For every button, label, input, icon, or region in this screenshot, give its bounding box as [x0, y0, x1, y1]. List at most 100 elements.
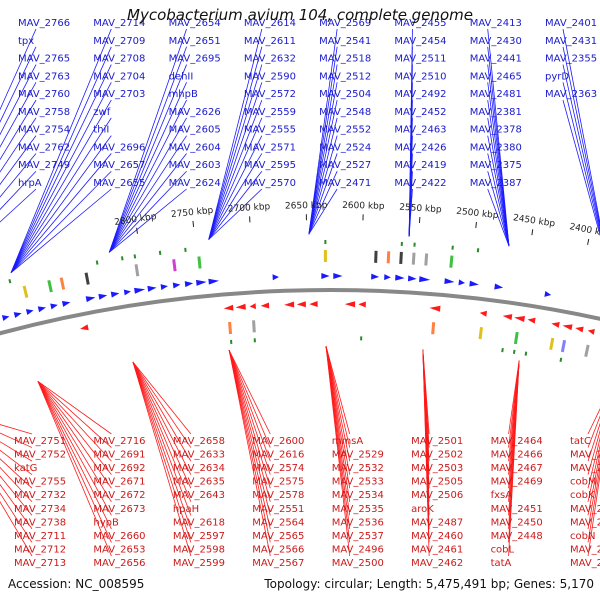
leader-line	[37, 381, 112, 435]
gene-label: MAV_2754	[18, 125, 70, 136]
leader-line	[587, 458, 600, 529]
leader-line	[37, 381, 112, 462]
leader-line	[37, 381, 112, 557]
gene-label: MAV_2381	[470, 107, 522, 118]
gene-label: MAV_2527	[319, 160, 371, 171]
gene-label: MAV_2656	[93, 558, 145, 569]
gene-label: MAV_2760	[18, 89, 70, 100]
leader-line	[37, 381, 112, 530]
gene-label: MAV_2435	[570, 517, 600, 528]
gene-label: MAV_2536	[332, 517, 384, 528]
gene-label: MAV_2614	[244, 18, 296, 29]
gene-label: MAV_2708	[93, 54, 145, 65]
forward-gene-feature	[85, 296, 96, 303]
gene-label: MAV_2658	[173, 436, 225, 447]
gene-label: MAV_2611	[244, 36, 296, 47]
leader-line	[132, 361, 192, 502]
cog-category-bar	[424, 253, 429, 266]
gc-skew-dot	[476, 248, 480, 253]
leader-line	[0, 82, 37, 148]
leader-line	[208, 28, 263, 240]
leader-line	[0, 135, 37, 186]
reverse-gene-feature	[260, 302, 270, 309]
gene-label: MAV_2555	[244, 125, 296, 136]
gene-label: MAV_2433	[570, 504, 600, 515]
gene-label: hpaH	[173, 504, 199, 515]
forward-gene-feature	[184, 281, 194, 288]
leader-line	[0, 170, 37, 211]
forward-gene-feature	[407, 275, 417, 282]
leader-line	[0, 441, 33, 462]
gene-label: MAV_2442	[570, 544, 600, 555]
gene-label: MAV_2672	[93, 490, 145, 501]
leader-line	[37, 381, 112, 502]
gene-label: MAV_2763	[18, 71, 70, 82]
gc-skew-dot	[559, 357, 563, 362]
gc-skew-dot	[230, 339, 233, 345]
gene-label: MAV_2532	[332, 463, 384, 474]
gene-label: MAV_2616	[252, 450, 304, 461]
gene-label: MAV_2455	[394, 18, 446, 29]
reverse-gene-feature	[284, 301, 295, 308]
leader-line	[10, 170, 112, 273]
gene-label: MAV_2703	[93, 89, 145, 100]
cog-category-bar	[228, 321, 233, 335]
gene-label: MAV_2624	[169, 178, 221, 189]
leader-line	[325, 345, 351, 448]
leader-line	[562, 46, 600, 228]
gene-label: cobM	[570, 477, 597, 488]
gene-label: MAV_2635	[173, 477, 225, 488]
reverse-gene-feature	[575, 326, 584, 333]
gene-label: MAV_2651	[169, 36, 221, 47]
leader-line	[228, 350, 271, 529]
leader-line	[37, 381, 112, 489]
gene-label: dehII	[169, 71, 194, 82]
leader-line	[587, 436, 600, 489]
leader-line	[228, 350, 271, 502]
gc-skew-dot	[120, 256, 124, 261]
scale-tick-mark	[587, 238, 590, 245]
leader-line	[308, 28, 338, 235]
gene-label: MAV_2734	[14, 504, 66, 515]
forward-gene-feature	[25, 309, 34, 315]
leader-line	[208, 188, 263, 240]
leader-line	[308, 171, 338, 235]
forward-gene-feature	[444, 278, 455, 285]
forward-gene-feature	[172, 282, 181, 289]
reverse-gene-feature	[358, 301, 366, 308]
gene-label: MAV_2567	[252, 558, 304, 569]
gene-label: thiI	[93, 125, 109, 136]
forward-gene-feature	[333, 272, 343, 279]
scale-tick-mark	[192, 220, 195, 227]
gc-skew-dot	[253, 338, 256, 343]
gene-label: tatC	[570, 436, 591, 447]
leader-line	[587, 451, 600, 516]
label-leader-lines	[0, 28, 600, 557]
scale-tick-mark	[531, 229, 534, 236]
leader-line	[325, 345, 351, 435]
gene-label: MAV_2654	[169, 18, 221, 29]
leader-line	[0, 483, 33, 530]
leader-line	[132, 361, 192, 475]
leader-line	[487, 188, 510, 247]
gene-label: MAV_2463	[394, 125, 446, 136]
gene-label: MAV_2565	[252, 531, 304, 542]
leader-line	[37, 381, 112, 448]
leader-line	[228, 350, 271, 489]
leader-line	[308, 64, 338, 235]
reverse-gene-feature	[235, 303, 246, 310]
scale-tick-label: 2550 kbp	[399, 203, 442, 216]
gene-label: fxsA	[491, 490, 513, 501]
gene-label: MAV_2500	[332, 558, 384, 569]
forward-gene-feature	[469, 280, 479, 287]
leader-line	[10, 28, 112, 273]
leader-line	[37, 381, 112, 475]
forward-gene-feature	[494, 283, 504, 290]
forward-gene-feature	[395, 274, 405, 281]
gc-skew-dot	[324, 240, 327, 245]
leader-line	[208, 117, 263, 240]
gene-label: MAV_2401	[545, 18, 597, 29]
gene-label: MAV_2445	[570, 558, 600, 569]
gene-label: MAV_2643	[173, 490, 225, 501]
